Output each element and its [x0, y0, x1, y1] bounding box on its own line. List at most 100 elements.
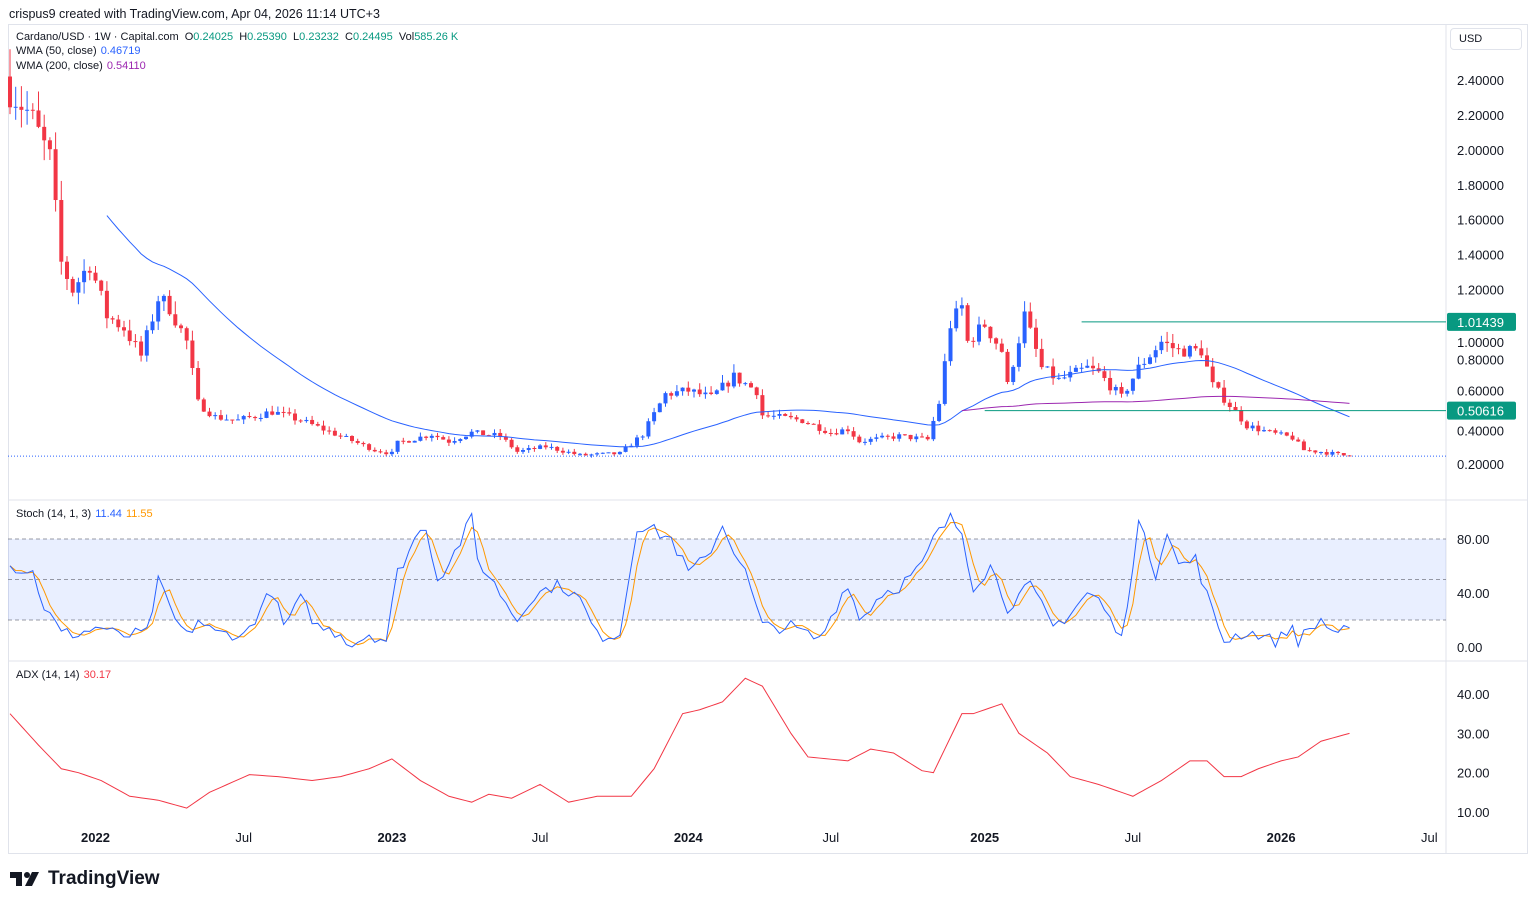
candle [1267, 430, 1272, 432]
candle [1119, 386, 1124, 394]
candle [161, 295, 166, 302]
candle [350, 435, 354, 442]
candle [509, 439, 514, 448]
candle [1159, 341, 1164, 351]
candle [635, 437, 639, 446]
candle [977, 324, 981, 342]
wma50-label: WMA (50, close) [16, 45, 97, 57]
candle [82, 270, 87, 283]
candle [612, 452, 617, 455]
candle [139, 341, 144, 356]
candle [908, 434, 913, 440]
candle [652, 412, 657, 422]
adx-label: ADX (14, 14) [16, 669, 80, 681]
candle [469, 431, 474, 437]
candle [623, 446, 628, 452]
candle [122, 327, 126, 331]
currency-button[interactable]: USD [1450, 28, 1522, 50]
candle [196, 368, 201, 400]
time-axis-label: 2024 [674, 830, 704, 845]
wma50-value: 0.46719 [100, 45, 141, 57]
candle [372, 449, 377, 452]
wma200-legend[interactable]: WMA (200, close) 0.54110 [16, 60, 146, 72]
candle [845, 429, 850, 432]
candle [766, 415, 771, 417]
level-price-badge[interactable] [1447, 312, 1516, 331]
candle [19, 106, 24, 110]
candle [213, 415, 218, 417]
price-tick-label: 1.40000 [1457, 248, 1504, 263]
candle [669, 393, 674, 396]
candle [777, 413, 782, 416]
candle [1319, 452, 1323, 454]
symbol-title[interactable]: Cardano/USD · 1W · Capital.com [16, 31, 179, 43]
candle [959, 305, 964, 309]
candle [1233, 406, 1238, 411]
candle [298, 420, 303, 422]
candle [293, 413, 297, 421]
candle [47, 140, 52, 150]
candle [697, 389, 702, 395]
adx-line [9, 677, 1350, 809]
candle [1165, 341, 1170, 344]
candle [754, 387, 759, 396]
candle [1056, 377, 1061, 379]
candle [224, 419, 229, 421]
candle [555, 446, 560, 451]
candle [65, 261, 69, 279]
candle [1022, 311, 1027, 344]
candle [971, 340, 976, 342]
candle [70, 278, 75, 293]
candle [481, 430, 486, 436]
candle [532, 447, 537, 449]
price-tick-label: 0.20000 [1457, 457, 1504, 472]
candle [834, 433, 839, 435]
candle [1330, 451, 1335, 455]
candle [304, 419, 309, 422]
candle [201, 399, 206, 412]
candle [25, 109, 30, 111]
candle [1102, 371, 1107, 378]
candle [606, 452, 611, 454]
candle [714, 390, 719, 394]
candle [1313, 450, 1318, 453]
candle [42, 126, 47, 141]
price-tick-label: 0.60000 [1457, 384, 1504, 399]
candle [1062, 377, 1067, 379]
adx-tick-label: 30.00 [1457, 726, 1490, 741]
candle [30, 109, 35, 111]
candle [709, 392, 714, 394]
candle [1045, 366, 1050, 368]
time-axis-label: 2023 [377, 830, 406, 845]
candle [1039, 348, 1044, 368]
stoch-legend[interactable]: Stoch (14, 1, 3) 11.44 11.55 [16, 508, 153, 520]
high-value: 0.25390 [247, 31, 287, 43]
candle [1262, 430, 1266, 432]
candle [783, 413, 788, 416]
candle [1011, 366, 1016, 383]
stoch-band [8, 539, 1446, 620]
low-value: 0.23232 [299, 31, 339, 43]
candle [429, 435, 434, 438]
candle [902, 434, 907, 436]
stoch-d-line [9, 521, 1350, 646]
time-axis-label: Jul [235, 830, 252, 845]
candle [458, 439, 463, 442]
price-tick-label: 1.80000 [1457, 178, 1504, 193]
candle [486, 435, 491, 437]
candle [446, 439, 451, 443]
candle [253, 416, 258, 419]
candle [994, 338, 999, 344]
wma50-legend[interactable]: WMA (50, close) 0.46719 [16, 45, 140, 57]
candle [863, 441, 867, 443]
candle [156, 301, 161, 322]
time-axis-label: Jul [1421, 830, 1438, 845]
candle [578, 453, 582, 455]
symbol-legend: Cardano/USD · 1W · Capital.com O0.24025 … [16, 31, 458, 43]
level-price-badge[interactable] [1447, 401, 1516, 420]
candle [93, 272, 98, 281]
adx-legend[interactable]: ADX (14, 14) 30.17 [16, 669, 111, 681]
candle [749, 383, 753, 388]
chart-frame[interactable] [8, 24, 1528, 854]
